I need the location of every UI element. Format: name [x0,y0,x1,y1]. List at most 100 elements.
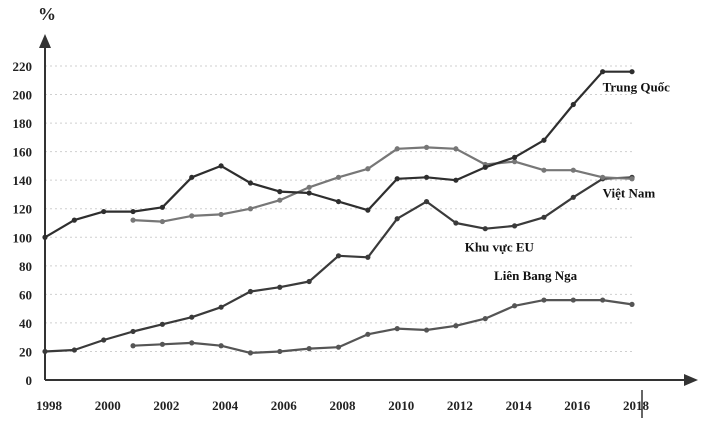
series-1-point-2016 [570,167,576,173]
series-2-point-2010 [394,176,400,182]
series-1-point-2014 [511,159,518,165]
series-1-point-2012 [453,146,459,152]
series-0-point-2011 [423,198,430,205]
x-tick-2012: 2012 [447,398,473,413]
series-0-point-2001 [130,328,136,335]
series-0-point-2009 [365,254,371,260]
y-tick-80: 80 [19,259,32,274]
series-1-point-2003 [189,213,195,219]
series-3-point-2008 [335,344,342,350]
axes [39,34,698,418]
series [42,69,635,356]
series-1-point-2001 [130,217,136,223]
series-1-point-2009 [365,166,371,172]
series-3-point-2017 [600,297,606,303]
series-2-point-2001 [130,208,136,215]
series-3-point-2003 [189,340,195,346]
y-tick-160: 160 [13,145,33,160]
y-tick-40: 40 [19,316,32,331]
series-2-point-2000 [101,208,107,215]
series-0-point-2016 [570,194,576,200]
series-3-point-2015 [541,297,547,303]
series-2-point-2016 [570,101,576,108]
series-0-point-2012 [453,220,459,226]
series-0-point-2010 [394,216,400,222]
tick-labels: % 0 20 40 60 80 100 120 140 160 180 200 220 1998 2000 2… [13,4,650,413]
series-3-point-2011 [423,327,430,333]
series-0-point-2015 [541,214,547,220]
series-0-point-1998 [42,348,48,355]
series-2-point-2012 [453,177,459,183]
series-2-point-2013 [482,164,488,170]
y-tick-0: 0 [26,373,33,388]
series-2-point-2003 [189,174,195,180]
x-tick-2004: 2004 [212,398,239,413]
series-1-point-2006 [277,197,283,203]
series-2-point-2009 [365,207,371,213]
series-1-point-2018 [629,176,635,182]
series-label-2: Khu vực EU [465,240,535,255]
series-0-point-2004 [218,304,224,310]
series-1-point-2010 [394,146,400,152]
series-0-point-2008 [335,253,342,259]
series-1-point-2005 [247,206,254,212]
x-tick-2010: 2010 [388,398,414,413]
x-tick-2006: 2006 [271,398,298,413]
series-3-point-2006 [277,348,283,355]
series-3-point-2014 [511,303,518,309]
y-tick-100: 100 [13,230,33,245]
series-2-point-2011 [423,174,430,180]
series-2-point-2015 [541,137,547,143]
grid [45,65,632,352]
y-axis-arrow [39,34,51,48]
series-line-1 [132,146,634,223]
series-1-point-2008 [335,174,342,180]
x-axis-arrow [684,374,698,386]
x-tick-2016: 2016 [564,398,591,413]
series-2-point-2006 [277,189,283,195]
series-1-point-2002 [159,218,165,225]
series-3-point-2009 [365,331,371,337]
series-0-point-2006 [277,284,283,290]
x-tick-2018: 2018 [623,398,650,413]
series-0-point-2014 [511,223,518,229]
y-tick-220: 220 [13,59,33,74]
series-label-3: Liên Bang Nga [494,268,578,283]
y-tick-180: 180 [13,116,33,131]
series-2-point-2004 [218,163,224,169]
series-0-point-2007 [306,278,312,285]
series-1-point-2007 [306,184,312,190]
series-1-point-2017 [600,174,606,180]
series-3-point-2001 [130,343,136,349]
x-tick-2000: 2000 [95,398,121,413]
y-tick-200: 200 [13,88,33,103]
x-tick-1998: 1998 [36,398,63,413]
series-line-3 [132,299,634,354]
series-0-point-1999 [71,347,77,353]
series-2-point-2008 [335,198,342,205]
series-2-point-2018 [629,69,635,75]
series-1-point-2004 [218,211,224,218]
series-2-point-2002 [159,204,165,210]
series-label-1: Việt Nam [603,185,656,200]
series-2-point-1999 [71,217,77,223]
series-2-point-2014 [511,154,518,160]
y-tick-120: 120 [13,202,33,217]
series-labels: Trung Quốc Việt Nam Khu vực EU Liên Bang Ng… [465,80,670,283]
series-2-point-2017 [600,69,606,75]
y-tick-20: 20 [19,344,32,359]
x-tick-2002: 2002 [153,398,179,413]
series-3-point-2004 [218,343,224,349]
series-3-point-2016 [570,297,576,303]
x-tick-2014: 2014 [506,398,533,413]
series-3-point-2010 [394,326,400,332]
series-1-point-2011 [423,144,430,150]
series-2-point-1998 [42,234,48,240]
series-3-point-2013 [482,316,488,322]
y-unit-label: % [38,4,56,24]
series-3-point-2002 [159,341,165,347]
series-0-point-2005 [247,288,254,295]
series-3-point-2012 [453,323,459,329]
